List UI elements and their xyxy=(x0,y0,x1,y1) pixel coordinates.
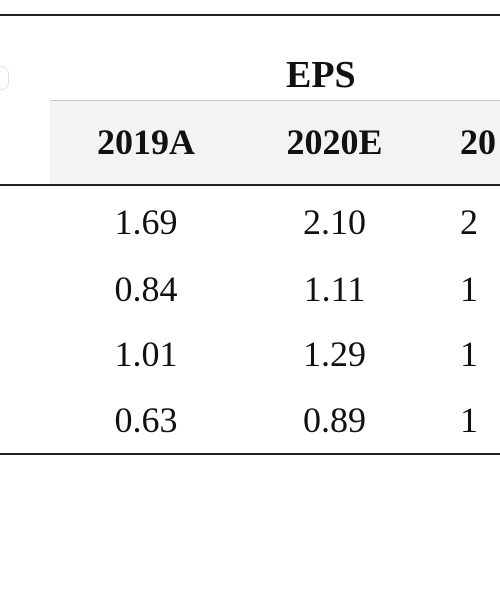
group-header-underline xyxy=(50,100,500,101)
column-header-cropped: 20 xyxy=(460,122,496,162)
table-cell: 0.89 xyxy=(303,400,366,440)
column-header-2020e: 2020E xyxy=(286,122,383,162)
table-cell: 0.84 xyxy=(114,269,178,309)
column-header-band xyxy=(50,101,500,184)
table-group-header: EPS xyxy=(0,16,500,100)
table-cell: 1.11 xyxy=(303,269,366,309)
table-cell: 1.29 xyxy=(303,334,366,374)
table-cell: 1.01 xyxy=(114,334,178,374)
table-cell: 1.69 xyxy=(114,202,178,242)
table-cell: 1 xyxy=(460,269,478,309)
table-cell: 2 xyxy=(460,202,478,242)
header-separator-rule xyxy=(0,184,500,186)
table-cell: 1 xyxy=(460,334,478,374)
table-cell: 1 xyxy=(460,400,478,440)
table-bottom-rule xyxy=(0,453,500,455)
table-cell: 0.63 xyxy=(114,400,178,440)
table-top-rule xyxy=(0,14,500,16)
column-header-2019a: 2019A xyxy=(97,122,195,162)
cropped-left-glyph xyxy=(0,66,9,90)
eps-group-label: EPS xyxy=(286,54,356,96)
table-cell: 2.10 xyxy=(303,202,366,242)
